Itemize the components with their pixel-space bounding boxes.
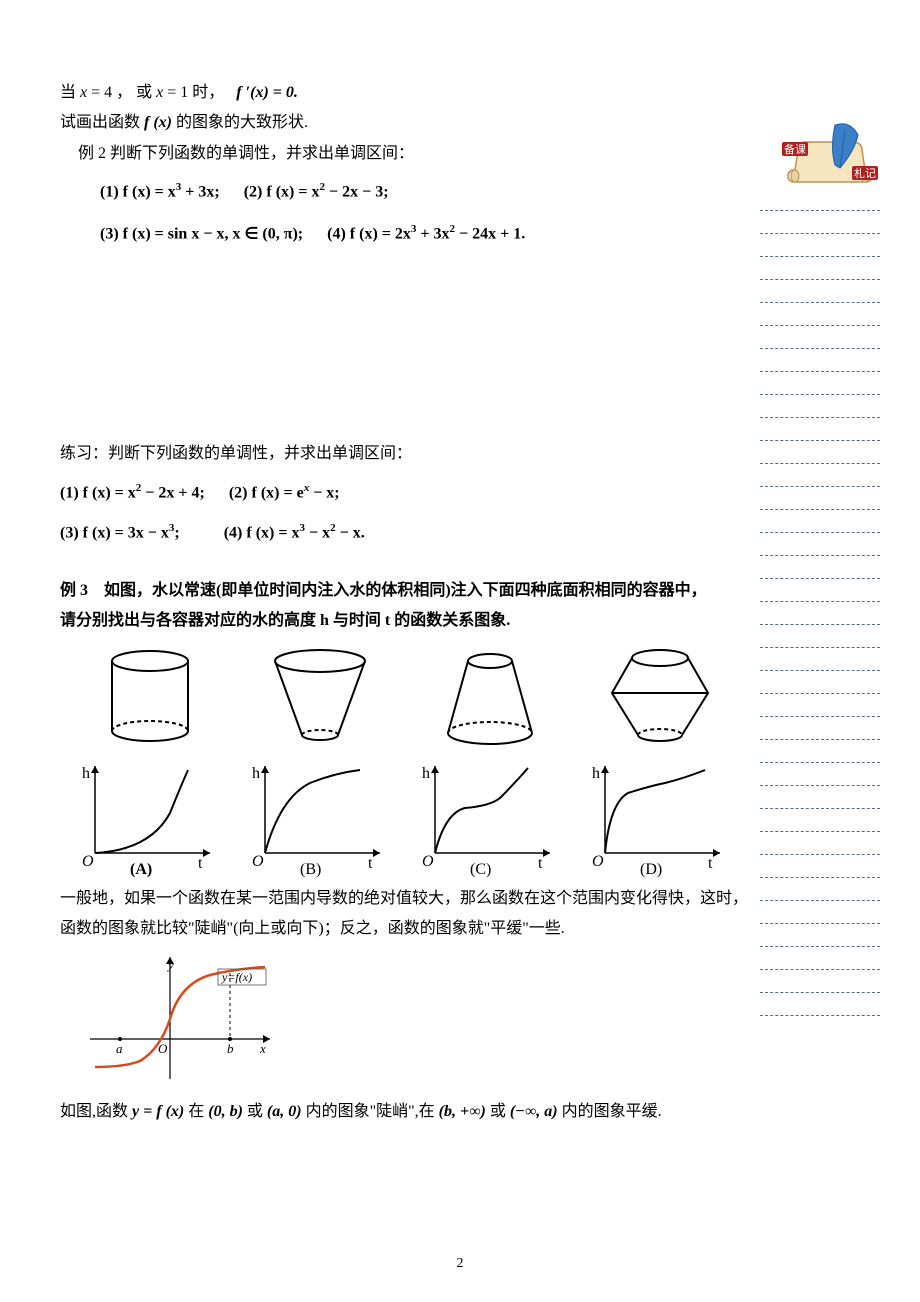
svg-text:(A): (A) — [130, 861, 152, 878]
graph-D: h t O (D) — [580, 758, 730, 878]
svg-text:t: t — [708, 855, 713, 872]
svg-text:O: O — [158, 1041, 168, 1056]
text-line: 试画出函数 f (x) 的图象的大致形状. — [60, 110, 760, 136]
graph-B: h t O (B) — [240, 758, 390, 878]
document-content: 当 x = 4 ， 或 x = 1 时， f ′(x) = 0. 试画出函数 f… — [60, 80, 760, 1129]
equation-row: (1) f (x) = x2 − 2x + 4; (2) f (x) = ex … — [60, 480, 760, 506]
example-3-text: 请分别找出与各容器对应的水的高度 h 与时间 t 的函数关系图象. — [60, 608, 760, 634]
vessel-barrel — [590, 643, 730, 753]
equation-row: (3) f (x) = sin x − x, x ∈ (0, π); (4) f… — [100, 221, 760, 247]
svg-text:t: t — [538, 855, 543, 872]
paragraph-text: 一般地，如果一个函数在某一范围内导数的绝对值较大，那么函数在这个范围内变化得快，… — [60, 886, 760, 912]
svg-text:(C): (C) — [470, 861, 491, 878]
svg-text:b: b — [227, 1041, 234, 1056]
svg-text:O: O — [592, 853, 604, 870]
graph-A: h t O (A) — [70, 758, 220, 878]
small-fx-graph: y x O a b y=f(x) — [80, 949, 280, 1089]
paragraph-text: 函数的图象就比较"陡峭"(向上或向下)；反之，函数的图象就"平缓"一些. — [60, 916, 760, 942]
svg-text:h: h — [592, 765, 600, 782]
text-line: 当 x = 4 ， 或 x = 1 时， f ′(x) = 0. — [60, 80, 760, 106]
svg-text:t: t — [198, 855, 203, 872]
example-2-heading: 例 2 判断下列函数的单调性，并求出单调区间： — [78, 141, 760, 167]
svg-text:y=f(x): y=f(x) — [221, 970, 252, 984]
svg-text:y: y — [166, 957, 174, 972]
graphs-row: h t O (A) h t O (B) — [70, 758, 760, 878]
final-text-line: 如图,函数 y = f (x) 在 (0, b) 或 (a, 0) 内的图象"陡… — [60, 1099, 760, 1125]
svg-text:h: h — [422, 765, 430, 782]
svg-text:a: a — [116, 1041, 123, 1056]
example-3-heading: 例 3 如图，水以常速(即单位时间内注入水的体积相同)注入下面四种底面积相同的容… — [60, 578, 760, 604]
svg-text:h: h — [252, 765, 260, 782]
notes-dashed-lines — [760, 210, 880, 1038]
svg-text:O: O — [252, 853, 264, 870]
vessel-inverted-cone — [250, 643, 390, 753]
svg-text:备课: 备课 — [784, 142, 806, 156]
svg-text:h: h — [82, 765, 90, 782]
svg-text:(D): (D) — [640, 861, 662, 878]
page-number: 2 — [0, 1256, 920, 1272]
vessels-row — [80, 643, 760, 753]
svg-text:札记: 札记 — [854, 167, 876, 180]
svg-text:(B): (B) — [300, 861, 321, 878]
graph-C: h t O (C) — [410, 758, 560, 878]
notes-scroll-icon: 备课 札记 — [780, 120, 880, 200]
vessel-cylinder — [80, 643, 220, 753]
svg-text:O: O — [82, 853, 94, 870]
equation-row: (1) f (x) = x3 + 3x; (2) f (x) = x2 − 2x… — [100, 179, 760, 205]
svg-text:O: O — [422, 853, 434, 870]
svg-text:x: x — [259, 1041, 266, 1056]
practice-heading: 练习：判断下列函数的单调性，并求出单调区间： — [60, 441, 760, 467]
svg-text:t: t — [368, 855, 373, 872]
vessel-cone — [420, 643, 560, 753]
equation-row: (3) f (x) = 3x − x3; (4) f (x) = x3 − x2… — [60, 520, 760, 546]
